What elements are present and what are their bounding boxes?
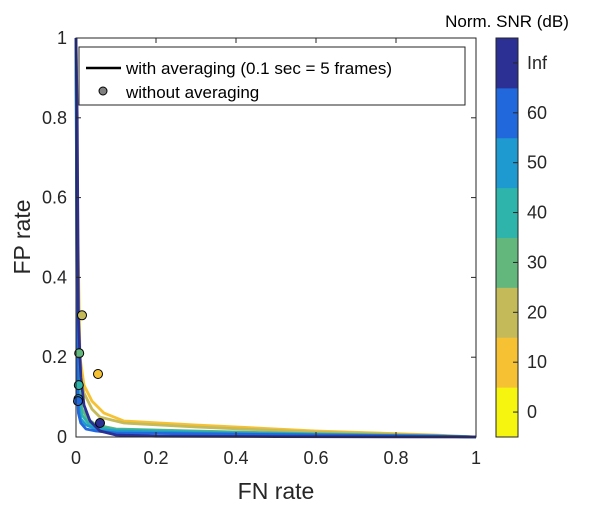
point-snr-10 (93, 369, 103, 379)
colorbar-block-60 (496, 87, 518, 139)
x-tick-label: 0.6 (303, 448, 328, 468)
colorbar-block-30 (496, 237, 518, 288)
colorbar-label: 0 (527, 402, 537, 422)
colorbar-block-10 (496, 337, 518, 388)
point-snr-inf (95, 418, 105, 428)
colorbar-labels: 0 10 20 30 40 50 60 Inf (513, 53, 548, 422)
point-snr-20 (77, 310, 87, 321)
legend-box (78, 46, 466, 106)
colorbar-label: 40 (527, 203, 547, 223)
colorbar-label: 10 (527, 352, 547, 372)
curve-snr-inf (74, 37, 477, 439)
legend-entry-with-averaging: with averaging (0.1 sec = 5 frames) (125, 59, 392, 78)
x-tick-label: 1 (471, 448, 481, 468)
legend: with averaging (0.1 sec = 5 frames) with… (78, 46, 466, 106)
colorbar-label: 50 (527, 153, 547, 173)
y-tick-label: 0.8 (42, 108, 67, 128)
colorbar-label: 30 (527, 252, 547, 272)
x-axis: 0 0.2 0.4 0.6 0.8 1 (71, 38, 481, 468)
colorbar-block-inf (496, 38, 518, 89)
y-axis-label: FP rate (9, 200, 35, 275)
y-tick-label: 1 (57, 28, 67, 48)
colorbar-title: Norm. SNR (dB) (445, 12, 569, 31)
colorbar-frame (495, 37, 519, 438)
y-tick-label: 0 (57, 427, 67, 447)
y-axis: 0 0.2 0.4 0.6 0.8 1 (42, 28, 476, 447)
x-axis-label: FN rate (238, 478, 315, 504)
legend-entry-without-averaging: without averaging (125, 83, 259, 102)
x-tick-label: 0.4 (223, 448, 248, 468)
colorbar-blocks (496, 38, 518, 438)
y-tick-label: 0.6 (42, 188, 67, 208)
colorbar-block-40 (496, 187, 518, 239)
data-layer (73, 37, 477, 439)
colorbar-block-20 (496, 287, 518, 338)
colorbar-block-50 (496, 137, 518, 189)
marker-group (73, 310, 105, 428)
x-tick-label: 0 (71, 448, 81, 468)
point-snr-40 (73, 380, 84, 391)
colorbar-label: 60 (527, 103, 547, 123)
x-tick-label: 0.2 (143, 448, 168, 468)
legend-circle-swatch (98, 86, 108, 96)
colorbar-block-0 (496, 387, 518, 438)
y-tick-label: 0.2 (42, 347, 67, 367)
colorbar-label: 20 (527, 302, 547, 322)
y-tick-label: 0.4 (42, 267, 67, 287)
plot-area-frame (75, 37, 477, 438)
colorbar-label: Inf (527, 53, 548, 73)
colorbar: Norm. SNR (dB) 0 10 20 30 40 50 60 Inf (445, 12, 569, 438)
point-snr-60 (73, 396, 83, 407)
x-tick-label: 0.8 (383, 448, 408, 468)
